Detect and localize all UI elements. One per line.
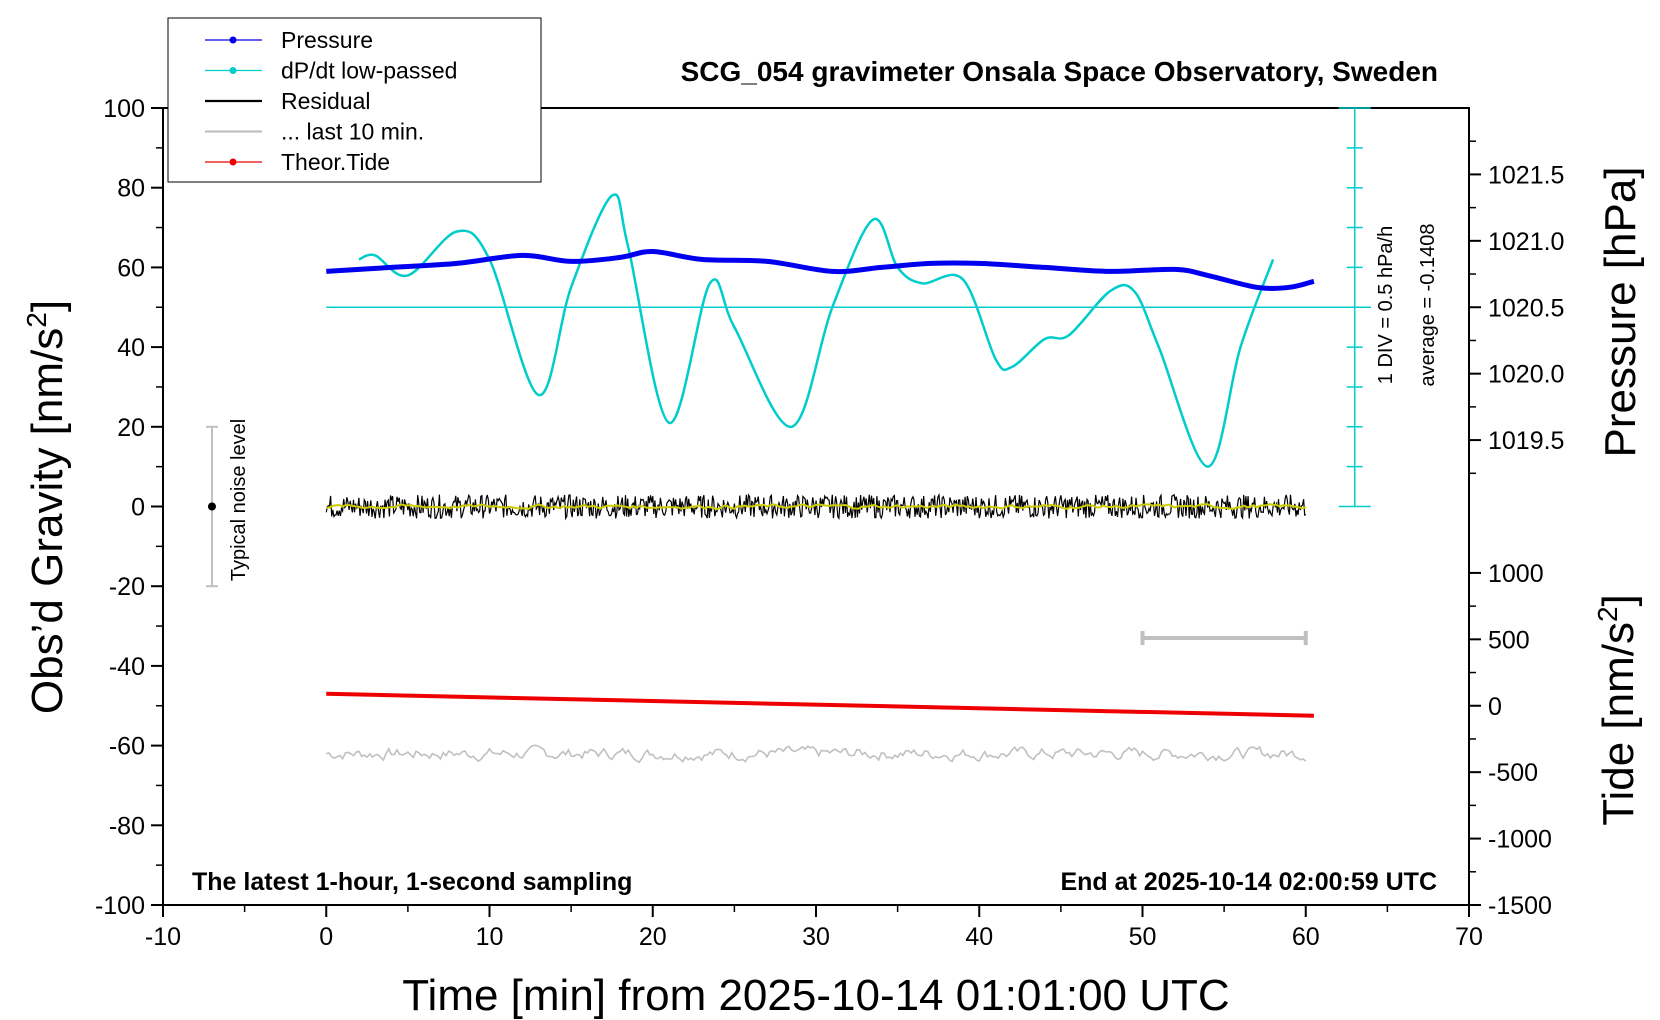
y-tick-label-9: 80: [117, 175, 145, 203]
noise-level-label: Typical noise level: [228, 419, 250, 581]
footer-right: End at 2025-10-14 02:00:59 UTC: [1060, 868, 1437, 896]
y-tick-label-7: 40: [117, 334, 145, 362]
pressure-series: [326, 248, 1315, 291]
legend-items: Pressure dP/dt low-passed Residual ... last…: [205, 27, 457, 175]
tide-axis-title-sup: 2: [1592, 606, 1623, 622]
tide-axis-title: Tide [nm/s2]: [1592, 594, 1643, 826]
residual-smoothed-series: [326, 503, 1307, 511]
div-label: 1 DIV = 0.5 hPa/h: [1375, 226, 1397, 384]
legend-label-1: dP/dt low-passed: [281, 58, 457, 84]
y-tick-label-1: -80: [109, 812, 145, 840]
pressure-tick-label-4: 1021.5: [1488, 161, 1564, 189]
tide-axis-title-main: Tide [nm/s: [1594, 622, 1643, 826]
chart-title: SCG_054 gravimeter Onsala Space Observat…: [681, 56, 1438, 87]
y-tick-label-3: -40: [109, 653, 145, 681]
x-tick-label-1: 0: [319, 923, 333, 951]
x-tick-label-6: 50: [1129, 923, 1157, 951]
x-tick-label-5: 40: [965, 923, 993, 951]
legend-marker-1: [229, 67, 237, 74]
last10-series: [326, 744, 1307, 764]
average-label: average = -0.1408: [1417, 224, 1439, 387]
legend-label-4: Theor.Tide: [281, 149, 390, 175]
y-tick-label-0: -100: [95, 892, 145, 920]
y-axis-title-left-main: Obs’d Gravity [nm/s: [23, 328, 72, 714]
y-axis-title-left-sup: 2: [21, 312, 52, 328]
x-axis-title: Time [min] from 2025-10-14 01:01:00 UTC: [402, 971, 1229, 1020]
noise-bar-point: [207, 502, 216, 511]
y-axis-title-left: Obs’d Gravity [nm/s2]: [21, 300, 72, 714]
pressure-tick-label-3: 1021.0: [1488, 228, 1564, 256]
legend-marker-0: [229, 36, 237, 44]
tide-tick-label-1: 500: [1488, 626, 1530, 654]
x-tick-label-2: 10: [476, 923, 504, 951]
dpdt-series: [358, 193, 1275, 468]
x-tick-label-4: 30: [802, 923, 830, 951]
y-tick-label-5: 0: [131, 494, 145, 522]
tide-tick-label-0: 1000: [1488, 560, 1544, 588]
x-tick-label-7: 60: [1292, 923, 1320, 951]
tide-tick-label-5: -1500: [1488, 892, 1552, 920]
tide-tick-label-2: 0: [1488, 693, 1502, 721]
pressure-tick-label-2: 1020.5: [1488, 294, 1564, 322]
y-tick-label-10: 100: [103, 95, 145, 123]
ticks-layer: -10 0 10 20 30 40 50 60 70-100-80-60-40-20020406…: [95, 95, 1565, 951]
residual-series: [325, 492, 1307, 521]
pressure-axis-title: Pressure [hPa]: [1596, 166, 1645, 457]
y-tick-label-2: -60: [109, 733, 145, 761]
x-tick-label-8: 70: [1455, 923, 1483, 951]
pressure-tick-label-1: 1020.0: [1488, 361, 1564, 389]
legend-label-2: Residual: [281, 88, 371, 114]
y-tick-label-4: -20: [109, 573, 145, 601]
tide-tick-label-3: -500: [1488, 759, 1538, 787]
tide-series: [326, 691, 1314, 718]
legend: Pressure dP/dt low-passed Residual ... last…: [167, 17, 542, 183]
y-tick-label-6: 20: [117, 414, 145, 442]
legend-marker-4: [229, 158, 237, 166]
x-tick-label-3: 20: [639, 923, 667, 951]
legend-label-3: ... last 10 min.: [281, 119, 424, 145]
y-tick-label-8: 60: [117, 254, 145, 282]
y-axis-title-left-bracket: ]: [23, 300, 72, 312]
tide-tick-label-4: -1000: [1488, 826, 1552, 854]
pressure-tick-label-0: 1019.5: [1488, 427, 1564, 455]
series-layer: [205, 107, 1372, 764]
tide-axis-title-bracket: ]: [1594, 594, 1643, 606]
legend-label-0: Pressure: [281, 27, 373, 53]
footer-left: The latest 1-hour, 1-second sampling: [192, 868, 632, 896]
x-tick-label-0: -10: [145, 923, 181, 951]
